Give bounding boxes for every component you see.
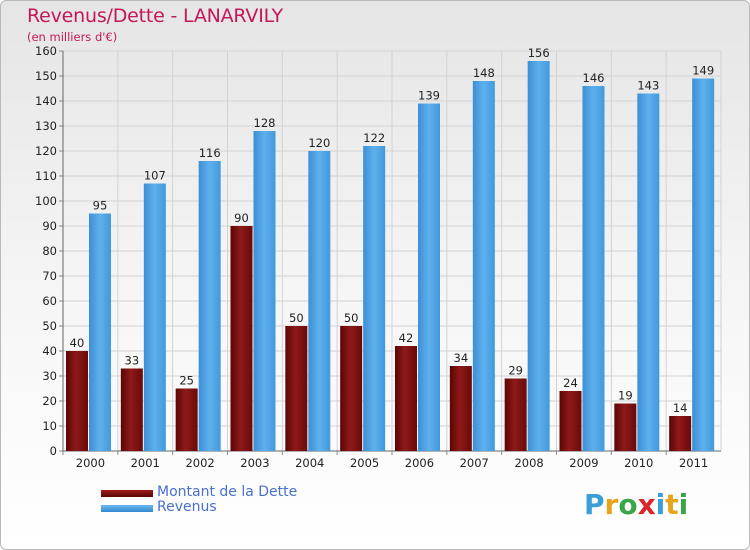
data-label-debt: 33	[125, 354, 140, 368]
legend-swatch-debt	[101, 490, 153, 497]
x-tick-label: 2010	[624, 456, 653, 470]
bar-revenue	[363, 146, 386, 451]
y-tick-label: 120	[35, 144, 57, 158]
legend-label-revenue: Revenus	[157, 499, 217, 515]
data-label-revenue: 120	[308, 136, 330, 150]
data-label-revenue: 116	[199, 146, 221, 160]
data-label-revenue: 146	[583, 71, 605, 85]
data-label-revenue: 95	[93, 199, 108, 213]
x-tick-label: 2004	[295, 456, 324, 470]
x-tick-label: 2003	[240, 456, 269, 470]
data-label-revenue: 148	[473, 66, 495, 80]
bar-debt	[285, 326, 308, 451]
y-tick-label: 100	[35, 194, 57, 208]
data-label-debt: 50	[289, 311, 304, 325]
y-tick-label: 140	[35, 94, 57, 108]
x-tick-label: 2000	[76, 456, 105, 470]
y-tick-label: 0	[50, 444, 57, 458]
bar-revenue	[143, 183, 166, 451]
x-tick-label: 2001	[131, 456, 160, 470]
bar-revenue	[472, 81, 495, 451]
chart-subtitle: (en milliers d'€)	[27, 30, 118, 44]
data-label-debt: 34	[454, 351, 469, 365]
x-tick-label: 2011	[679, 456, 708, 470]
logo-letter: i	[655, 488, 666, 521]
bar-debt	[504, 378, 527, 451]
y-tick-label: 80	[42, 244, 57, 258]
bar-debt	[449, 366, 472, 451]
chart-title: Revenus/Dette - LANARVILY	[27, 5, 283, 27]
data-label-debt: 50	[344, 311, 359, 325]
bar-revenue	[198, 161, 221, 451]
y-tick-label: 40	[42, 344, 57, 358]
y-tick-label: 60	[42, 294, 57, 308]
bar-revenue	[527, 61, 550, 451]
x-tick-label: 2006	[405, 456, 434, 470]
data-label-debt: 14	[673, 401, 688, 415]
x-tick-label: 2005	[350, 456, 379, 470]
y-tick-label: 150	[35, 69, 57, 83]
logo-letter: P	[584, 488, 605, 521]
legend-label-debt: Montant de la Dette	[157, 484, 298, 500]
x-tick-label: 2002	[185, 456, 214, 470]
y-tick-label: 20	[42, 394, 57, 408]
bar-debt	[614, 403, 637, 451]
bar-revenue	[308, 151, 331, 451]
y-tick-label: 110	[35, 169, 57, 183]
x-tick-label: 2007	[460, 456, 489, 470]
data-label-debt: 42	[399, 331, 414, 345]
bar-revenue	[89, 213, 111, 451]
logo-letter: o	[618, 488, 638, 521]
logo-letter: i	[678, 488, 689, 521]
x-tick-label: 2009	[569, 456, 598, 470]
data-label-debt: 90	[234, 211, 249, 225]
bar-debt	[669, 416, 692, 451]
bar-revenue	[582, 86, 605, 451]
bar-debt	[395, 346, 417, 451]
data-label-debt: 24	[563, 376, 578, 390]
data-label-revenue: 156	[528, 46, 550, 60]
bar-revenue	[692, 78, 715, 451]
data-label-revenue: 107	[144, 169, 166, 183]
logo-letter: x	[637, 488, 656, 521]
data-label-debt: 25	[179, 374, 194, 388]
bar-revenue	[637, 93, 660, 451]
bar-debt	[340, 326, 363, 451]
data-label-revenue: 149	[692, 64, 714, 78]
logo-letter: r	[604, 488, 619, 521]
bar-revenue	[253, 131, 276, 451]
bar-debt	[230, 226, 253, 451]
y-tick-label: 130	[35, 119, 57, 133]
data-label-revenue: 143	[637, 79, 659, 93]
y-tick-label: 30	[42, 369, 57, 383]
y-tick-label: 160	[35, 44, 57, 58]
data-label-debt: 19	[618, 389, 633, 403]
x-tick-label: 2008	[514, 456, 543, 470]
data-label-revenue: 122	[363, 131, 385, 145]
bar-debt	[66, 351, 88, 451]
proxiti-logo: Proxiti	[584, 488, 688, 521]
y-tick-label: 90	[42, 219, 57, 233]
y-tick-label: 50	[42, 319, 57, 333]
bar-debt	[175, 388, 198, 451]
data-label-debt: 40	[70, 336, 85, 350]
logo-letter: t	[665, 488, 679, 521]
legend-swatch-revenue	[101, 505, 153, 512]
y-tick-label: 10	[42, 419, 57, 433]
data-label-debt: 29	[508, 364, 523, 378]
bar-revenue	[418, 103, 440, 451]
data-label-revenue: 128	[254, 116, 276, 130]
y-tick-label: 70	[42, 269, 57, 283]
bar-debt	[559, 391, 582, 451]
bar-debt	[120, 368, 143, 451]
data-label-revenue: 139	[418, 89, 440, 103]
